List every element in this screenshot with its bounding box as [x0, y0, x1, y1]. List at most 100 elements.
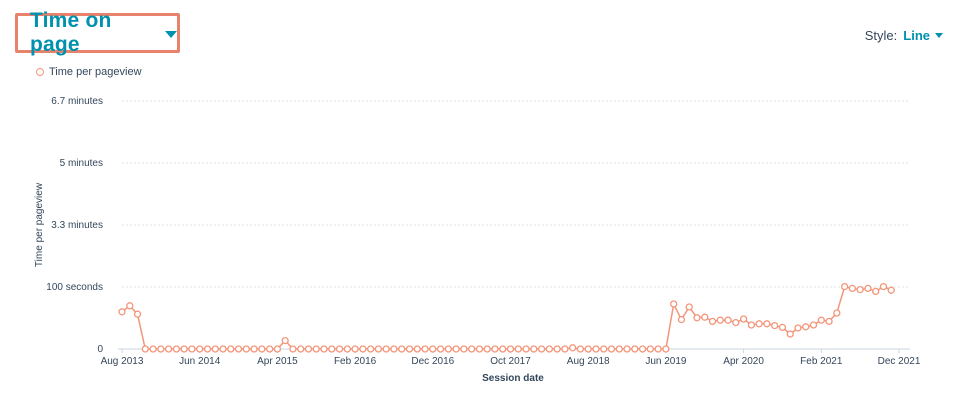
data-point[interactable]	[576, 345, 585, 353]
data-point[interactable]	[755, 320, 763, 328]
data-point[interactable]	[537, 345, 546, 353]
data-point[interactable]	[460, 345, 468, 353]
data-point[interactable]	[141, 345, 149, 353]
data-point[interactable]	[398, 345, 406, 353]
data-point[interactable]	[716, 316, 724, 324]
data-point[interactable]	[281, 336, 289, 345]
data-point[interactable]	[483, 345, 491, 353]
data-point[interactable]	[328, 345, 336, 353]
data-point[interactable]	[584, 345, 592, 353]
data-point[interactable]	[436, 345, 445, 353]
data-point[interactable]	[600, 345, 608, 353]
data-point[interactable]	[685, 303, 693, 311]
data-point[interactable]	[180, 345, 188, 353]
data-point[interactable]	[374, 345, 383, 353]
data-point[interactable]	[670, 300, 678, 308]
data-point[interactable]	[662, 345, 670, 353]
data-point[interactable]	[273, 345, 282, 353]
data-point[interactable]	[421, 345, 429, 353]
data-point[interactable]	[569, 344, 577, 352]
data-point[interactable]	[242, 345, 250, 353]
data-point[interactable]	[631, 345, 639, 353]
data-point[interactable]	[879, 282, 888, 291]
data-point[interactable]	[864, 284, 872, 293]
data-point[interactable]	[429, 345, 437, 353]
data-point[interactable]	[693, 314, 701, 322]
data-point[interactable]	[351, 345, 359, 353]
data-point[interactable]	[219, 345, 227, 353]
data-point[interactable]	[211, 345, 219, 353]
data-point[interactable]	[164, 345, 173, 353]
data-point[interactable]	[343, 345, 351, 353]
data-point[interactable]	[732, 318, 740, 327]
legend-label[interactable]: Time per pageview	[49, 66, 142, 78]
data-point[interactable]	[833, 309, 841, 317]
data-point[interactable]	[188, 345, 196, 353]
data-point[interactable]	[506, 345, 515, 353]
data-point[interactable]	[366, 345, 375, 353]
data-point[interactable]	[677, 315, 686, 324]
data-point[interactable]	[607, 345, 616, 353]
data-point[interactable]	[444, 345, 452, 353]
data-point[interactable]	[771, 321, 779, 330]
data-point[interactable]	[499, 345, 507, 353]
data-point[interactable]	[149, 345, 157, 353]
data-point[interactable]	[840, 282, 849, 291]
data-point[interactable]	[872, 287, 880, 296]
data-point[interactable]	[297, 345, 305, 353]
data-point[interactable]	[545, 345, 553, 353]
chevron-down-icon[interactable]	[165, 30, 177, 38]
data-point[interactable]	[701, 313, 709, 321]
data-point[interactable]	[413, 345, 421, 353]
data-point[interactable]	[724, 316, 732, 324]
data-point[interactable]	[623, 345, 631, 353]
data-point[interactable]	[390, 345, 398, 353]
data-point[interactable]	[320, 345, 328, 353]
data-point[interactable]	[786, 330, 794, 338]
data-point[interactable]	[561, 345, 569, 353]
data-point[interactable]	[126, 302, 134, 310]
report-title-dropdown[interactable]: Time on page	[15, 9, 180, 56]
data-point[interactable]	[825, 317, 833, 326]
data-point[interactable]	[530, 345, 538, 353]
data-point[interactable]	[133, 310, 142, 318]
data-point[interactable]	[289, 345, 297, 353]
data-point[interactable]	[817, 316, 825, 324]
data-point[interactable]	[304, 345, 313, 353]
chevron-down-icon[interactable]	[935, 33, 943, 38]
data-point[interactable]	[522, 345, 530, 353]
data-point[interactable]	[335, 345, 344, 353]
data-point[interactable]	[359, 345, 367, 353]
data-point[interactable]	[382, 345, 390, 353]
data-point[interactable]	[258, 345, 266, 353]
data-point[interactable]	[794, 324, 802, 332]
data-point[interactable]	[467, 345, 476, 353]
data-point[interactable]	[553, 345, 561, 353]
data-point[interactable]	[234, 345, 243, 353]
data-point[interactable]	[654, 345, 662, 353]
data-point[interactable]	[615, 345, 623, 353]
data-point[interactable]	[196, 345, 204, 353]
data-point[interactable]	[802, 323, 810, 331]
data-point[interactable]	[887, 286, 895, 294]
data-point[interactable]	[157, 345, 165, 353]
data-point[interactable]	[452, 345, 460, 353]
data-point[interactable]	[172, 345, 181, 353]
data-point[interactable]	[739, 315, 748, 323]
data-point[interactable]	[491, 345, 499, 353]
style-value-dropdown[interactable]: Line	[903, 28, 930, 43]
data-point[interactable]	[514, 345, 522, 353]
data-point[interactable]	[265, 345, 274, 353]
data-point[interactable]	[638, 345, 647, 353]
data-point[interactable]	[747, 321, 756, 329]
data-point[interactable]	[118, 308, 126, 316]
data-point[interactable]	[227, 345, 235, 353]
data-point[interactable]	[646, 345, 655, 353]
data-point[interactable]	[312, 345, 320, 353]
data-point[interactable]	[475, 345, 484, 353]
data-point[interactable]	[763, 320, 771, 328]
data-point[interactable]	[592, 345, 600, 353]
data-point[interactable]	[809, 321, 818, 329]
data-point[interactable]	[708, 317, 717, 326]
data-point[interactable]	[405, 345, 414, 353]
